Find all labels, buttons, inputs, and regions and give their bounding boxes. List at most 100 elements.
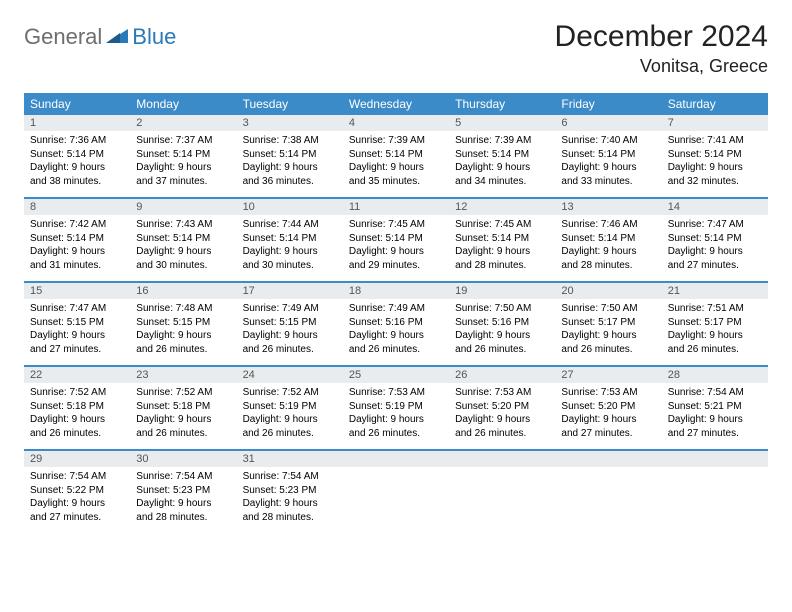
sunrise-text: Sunrise: 7:48 AM xyxy=(136,302,230,316)
daylight-text: Daylight: 9 hours and 36 minutes. xyxy=(243,161,337,188)
day-cell: 29Sunrise: 7:54 AMSunset: 5:22 PMDayligh… xyxy=(24,451,130,533)
sunrise-text: Sunrise: 7:42 AM xyxy=(30,218,124,232)
day-number: 18 xyxy=(343,283,449,299)
day-number: 5 xyxy=(449,115,555,131)
day-cell: 12Sunrise: 7:45 AMSunset: 5:14 PMDayligh… xyxy=(449,199,555,281)
daylight-text: Daylight: 9 hours and 26 minutes. xyxy=(668,329,762,356)
sunset-text: Sunset: 5:16 PM xyxy=(455,316,549,330)
daylight-text: Daylight: 9 hours and 33 minutes. xyxy=(561,161,655,188)
day-content: Sunrise: 7:53 AMSunset: 5:20 PMDaylight:… xyxy=(555,383,661,446)
sunrise-text: Sunrise: 7:47 AM xyxy=(668,218,762,232)
logo-triangle-icon xyxy=(106,27,128,48)
day-number: 11 xyxy=(343,199,449,215)
sunrise-text: Sunrise: 7:51 AM xyxy=(668,302,762,316)
week-row: 29Sunrise: 7:54 AMSunset: 5:22 PMDayligh… xyxy=(24,451,768,533)
sunset-text: Sunset: 5:15 PM xyxy=(136,316,230,330)
week-row: 15Sunrise: 7:47 AMSunset: 5:15 PMDayligh… xyxy=(24,283,768,367)
day-cell: 7Sunrise: 7:41 AMSunset: 5:14 PMDaylight… xyxy=(662,115,768,197)
sunset-text: Sunset: 5:20 PM xyxy=(561,400,655,414)
day-content: Sunrise: 7:39 AMSunset: 5:14 PMDaylight:… xyxy=(343,131,449,194)
daylight-text: Daylight: 9 hours and 27 minutes. xyxy=(668,245,762,272)
day-cell xyxy=(662,451,768,533)
sunrise-text: Sunrise: 7:43 AM xyxy=(136,218,230,232)
day-content: Sunrise: 7:43 AMSunset: 5:14 PMDaylight:… xyxy=(130,215,236,278)
day-header-cell: Wednesday xyxy=(343,93,449,115)
day-cell: 4Sunrise: 7:39 AMSunset: 5:14 PMDaylight… xyxy=(343,115,449,197)
daylight-text: Daylight: 9 hours and 30 minutes. xyxy=(136,245,230,272)
logo: General Blue xyxy=(24,24,176,50)
day-cell: 8Sunrise: 7:42 AMSunset: 5:14 PMDaylight… xyxy=(24,199,130,281)
day-content: Sunrise: 7:54 AMSunset: 5:23 PMDaylight:… xyxy=(237,467,343,530)
daylight-text: Daylight: 9 hours and 31 minutes. xyxy=(30,245,124,272)
header: General Blue December 2024 Vonitsa, Gree… xyxy=(24,20,768,77)
day-cell: 9Sunrise: 7:43 AMSunset: 5:14 PMDaylight… xyxy=(130,199,236,281)
day-number: 1 xyxy=(24,115,130,131)
day-content xyxy=(449,467,555,527)
sunset-text: Sunset: 5:15 PM xyxy=(243,316,337,330)
day-content: Sunrise: 7:39 AMSunset: 5:14 PMDaylight:… xyxy=(449,131,555,194)
day-cell: 6Sunrise: 7:40 AMSunset: 5:14 PMDaylight… xyxy=(555,115,661,197)
sunset-text: Sunset: 5:14 PM xyxy=(136,232,230,246)
sunrise-text: Sunrise: 7:54 AM xyxy=(136,470,230,484)
sunset-text: Sunset: 5:14 PM xyxy=(455,232,549,246)
day-cell: 24Sunrise: 7:52 AMSunset: 5:19 PMDayligh… xyxy=(237,367,343,449)
day-content: Sunrise: 7:45 AMSunset: 5:14 PMDaylight:… xyxy=(449,215,555,278)
sunset-text: Sunset: 5:14 PM xyxy=(668,148,762,162)
sunrise-text: Sunrise: 7:50 AM xyxy=(455,302,549,316)
day-content: Sunrise: 7:37 AMSunset: 5:14 PMDaylight:… xyxy=(130,131,236,194)
day-content: Sunrise: 7:49 AMSunset: 5:15 PMDaylight:… xyxy=(237,299,343,362)
sunrise-text: Sunrise: 7:52 AM xyxy=(30,386,124,400)
day-number: 23 xyxy=(130,367,236,383)
day-content: Sunrise: 7:52 AMSunset: 5:18 PMDaylight:… xyxy=(130,383,236,446)
day-content: Sunrise: 7:54 AMSunset: 5:21 PMDaylight:… xyxy=(662,383,768,446)
sunset-text: Sunset: 5:14 PM xyxy=(136,148,230,162)
day-number: 7 xyxy=(662,115,768,131)
month-title: December 2024 xyxy=(555,20,768,54)
day-content xyxy=(555,467,661,527)
day-number: 14 xyxy=(662,199,768,215)
day-cell: 27Sunrise: 7:53 AMSunset: 5:20 PMDayligh… xyxy=(555,367,661,449)
day-number: 27 xyxy=(555,367,661,383)
sunset-text: Sunset: 5:16 PM xyxy=(349,316,443,330)
sunrise-text: Sunrise: 7:36 AM xyxy=(30,134,124,148)
sunrise-text: Sunrise: 7:47 AM xyxy=(30,302,124,316)
day-number: 10 xyxy=(237,199,343,215)
day-number: 31 xyxy=(237,451,343,467)
day-content: Sunrise: 7:41 AMSunset: 5:14 PMDaylight:… xyxy=(662,131,768,194)
day-number: 6 xyxy=(555,115,661,131)
day-cell: 22Sunrise: 7:52 AMSunset: 5:18 PMDayligh… xyxy=(24,367,130,449)
day-header-row: SundayMondayTuesdayWednesdayThursdayFrid… xyxy=(24,93,768,115)
daylight-text: Daylight: 9 hours and 32 minutes. xyxy=(668,161,762,188)
day-content: Sunrise: 7:36 AMSunset: 5:14 PMDaylight:… xyxy=(24,131,130,194)
day-content: Sunrise: 7:51 AMSunset: 5:17 PMDaylight:… xyxy=(662,299,768,362)
day-number: 17 xyxy=(237,283,343,299)
day-number xyxy=(555,451,661,467)
day-content: Sunrise: 7:50 AMSunset: 5:17 PMDaylight:… xyxy=(555,299,661,362)
sunrise-text: Sunrise: 7:53 AM xyxy=(561,386,655,400)
day-number xyxy=(449,451,555,467)
sunset-text: Sunset: 5:21 PM xyxy=(668,400,762,414)
sunrise-text: Sunrise: 7:52 AM xyxy=(243,386,337,400)
day-number: 22 xyxy=(24,367,130,383)
day-number: 25 xyxy=(343,367,449,383)
day-number: 15 xyxy=(24,283,130,299)
day-cell: 31Sunrise: 7:54 AMSunset: 5:23 PMDayligh… xyxy=(237,451,343,533)
day-header-cell: Tuesday xyxy=(237,93,343,115)
day-content: Sunrise: 7:50 AMSunset: 5:16 PMDaylight:… xyxy=(449,299,555,362)
daylight-text: Daylight: 9 hours and 30 minutes. xyxy=(243,245,337,272)
sunrise-text: Sunrise: 7:54 AM xyxy=(30,470,124,484)
day-number: 3 xyxy=(237,115,343,131)
daylight-text: Daylight: 9 hours and 37 minutes. xyxy=(136,161,230,188)
day-number: 20 xyxy=(555,283,661,299)
sunset-text: Sunset: 5:14 PM xyxy=(30,232,124,246)
day-number: 9 xyxy=(130,199,236,215)
day-cell: 25Sunrise: 7:53 AMSunset: 5:19 PMDayligh… xyxy=(343,367,449,449)
sunrise-text: Sunrise: 7:53 AM xyxy=(455,386,549,400)
daylight-text: Daylight: 9 hours and 28 minutes. xyxy=(243,497,337,524)
sunset-text: Sunset: 5:15 PM xyxy=(30,316,124,330)
sunrise-text: Sunrise: 7:49 AM xyxy=(243,302,337,316)
sunset-text: Sunset: 5:14 PM xyxy=(243,148,337,162)
day-number: 29 xyxy=(24,451,130,467)
day-content: Sunrise: 7:47 AMSunset: 5:15 PMDaylight:… xyxy=(24,299,130,362)
weeks-container: 1Sunrise: 7:36 AMSunset: 5:14 PMDaylight… xyxy=(24,115,768,533)
